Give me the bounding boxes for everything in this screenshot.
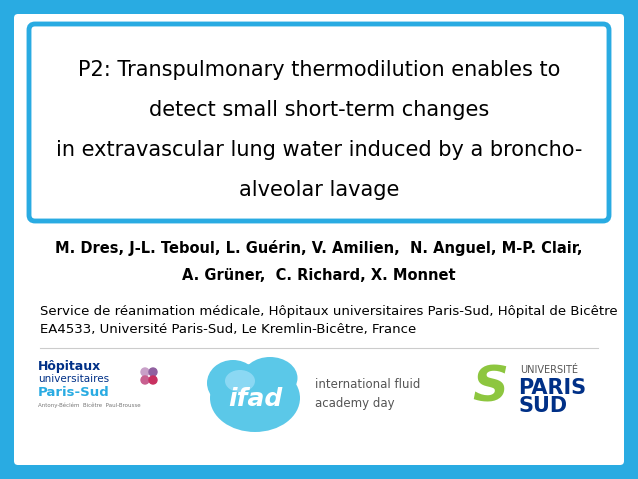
Text: alveolar lavage: alveolar lavage: [239, 180, 399, 200]
Text: Paris-Sud: Paris-Sud: [38, 386, 110, 399]
Text: UNIVERSITÉ: UNIVERSITÉ: [520, 365, 578, 375]
Text: international fluid: international fluid: [315, 378, 420, 391]
Text: M. Dres, J-L. Teboul, L. Guérin, V. Amilien,  N. Anguel, M-P. Clair,: M. Dres, J-L. Teboul, L. Guérin, V. Amil…: [56, 240, 582, 256]
Ellipse shape: [207, 360, 259, 406]
Ellipse shape: [225, 370, 255, 392]
Text: A. Grüner,  C. Richard, X. Monnet: A. Grüner, C. Richard, X. Monnet: [182, 268, 456, 283]
Text: P2: Transpulmonary thermodilution enables to: P2: Transpulmonary thermodilution enable…: [78, 60, 560, 80]
Text: PARIS: PARIS: [518, 378, 586, 398]
Text: in extravascular lung water induced by a broncho-: in extravascular lung water induced by a…: [56, 140, 582, 160]
Text: universitaires: universitaires: [38, 374, 109, 384]
Text: SUD: SUD: [518, 396, 567, 416]
Text: detect small short-term changes: detect small short-term changes: [149, 100, 489, 120]
Text: S: S: [472, 364, 508, 412]
Circle shape: [149, 368, 157, 376]
Text: ifad: ifad: [228, 387, 282, 411]
Text: Hôpitaux: Hôpitaux: [38, 360, 101, 373]
Ellipse shape: [210, 364, 300, 432]
FancyBboxPatch shape: [29, 24, 609, 221]
Ellipse shape: [242, 357, 297, 399]
FancyBboxPatch shape: [14, 14, 624, 465]
Text: Antony-Béclém  Bicêtre  Paul-Brousse: Antony-Béclém Bicêtre Paul-Brousse: [38, 402, 140, 408]
Circle shape: [149, 376, 157, 384]
Text: Service de réanimation médicale, Hôpitaux universitaires Paris-Sud, Hôpital de B: Service de réanimation médicale, Hôpitau…: [40, 305, 618, 318]
Text: academy day: academy day: [315, 397, 395, 410]
Circle shape: [141, 368, 149, 376]
Circle shape: [141, 376, 149, 384]
Text: EA4533, Université Paris-Sud, Le Kremlin-Bicêtre, France: EA4533, Université Paris-Sud, Le Kremlin…: [40, 323, 416, 336]
